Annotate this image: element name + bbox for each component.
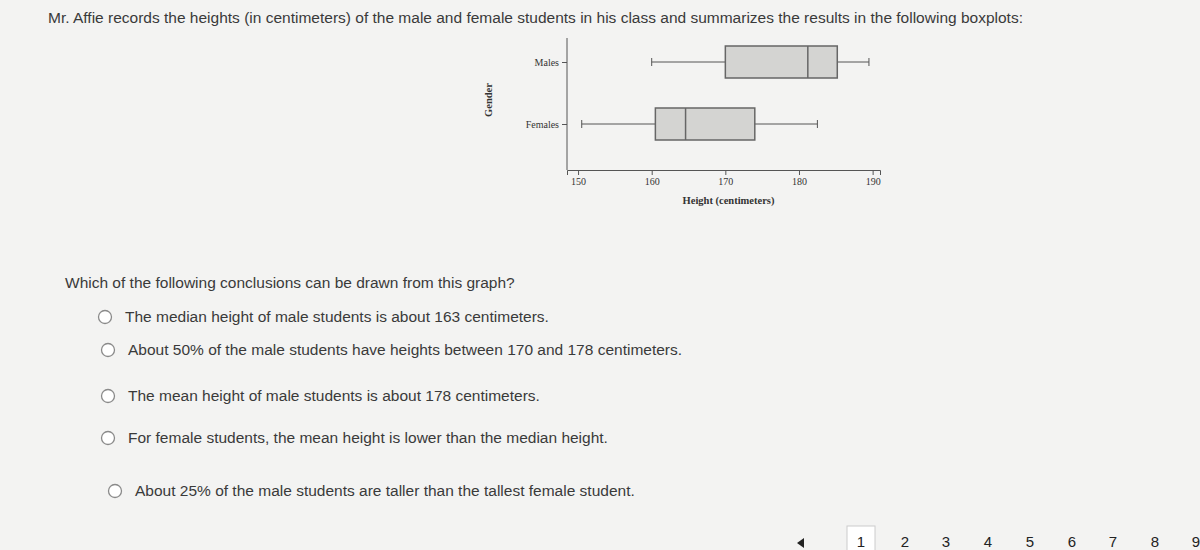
- y-tick-mark: [562, 62, 567, 63]
- page-highlight[interactable]: [847, 526, 875, 550]
- plot-marks: [582, 46, 869, 140]
- x-tick-mark: [652, 170, 653, 175]
- x-tick-mark: [725, 170, 726, 175]
- radio[interactable]: [109, 485, 122, 498]
- page: Mr. Affie records the heights (in centim…: [0, 0, 1200, 550]
- page-button[interactable]: 6: [1068, 533, 1076, 550]
- x-tick: 180: [792, 170, 807, 187]
- page-button[interactable]: 5: [1026, 533, 1034, 550]
- x-tick: 150: [571, 170, 586, 187]
- x-axis-line: [568, 171, 881, 176]
- page-number[interactable]: 6: [1068, 533, 1076, 550]
- page-number[interactable]: 4: [984, 533, 992, 550]
- y-axis-title: Gender: [483, 83, 494, 117]
- box: [725, 46, 837, 78]
- y-axis-line: [567, 38, 568, 170]
- x-tick-label: 190: [866, 176, 881, 187]
- radio[interactable]: [102, 344, 115, 357]
- option[interactable]: About 25% of the male students are talle…: [109, 482, 635, 499]
- x-tick-label: 170: [718, 176, 733, 187]
- radio[interactable]: [99, 311, 112, 324]
- box: [655, 108, 754, 140]
- whisker-low: [582, 124, 656, 125]
- option-text[interactable]: The mean height of male students is abou…: [128, 387, 540, 404]
- y-tick-label: Males: [535, 57, 560, 68]
- y-tick-label: Females: [526, 119, 559, 130]
- page-number[interactable]: 7: [1109, 533, 1117, 550]
- whisker-cap-min: [581, 120, 582, 128]
- x-axis: 150 160 170 180 190: [568, 170, 881, 187]
- x-tick-label: 160: [645, 176, 660, 187]
- page-button[interactable]: 9: [1192, 533, 1200, 550]
- box-group: [652, 46, 869, 78]
- option[interactable]: The mean height of male students is abou…: [102, 387, 540, 404]
- option[interactable]: For female students, the mean height is …: [102, 429, 608, 446]
- whisker-high: [755, 124, 818, 125]
- page-button[interactable]: 2: [901, 533, 909, 550]
- y-tick: Females: [526, 119, 567, 130]
- radio[interactable]: [102, 390, 115, 403]
- x-tick: 170: [718, 170, 733, 187]
- option-text[interactable]: About 50% of the male students have heig…: [128, 341, 682, 358]
- option[interactable]: About 50% of the male students have heig…: [102, 341, 683, 358]
- x-tick-mark: [873, 170, 874, 175]
- chart: 150 160 170 180 190 Height (centimeters) Males…: [483, 38, 881, 207]
- x-tick-mark: [578, 170, 579, 175]
- whisker-cap-max: [868, 58, 869, 66]
- option-text[interactable]: The median height of male students is ab…: [125, 308, 549, 325]
- page-button[interactable]: 3: [942, 533, 950, 550]
- page-number[interactable]: 3: [942, 533, 950, 550]
- page-number[interactable]: 2: [901, 533, 909, 550]
- whisker-cap-max: [817, 120, 818, 128]
- page-number[interactable]: 1: [857, 533, 865, 550]
- x-tick: 190: [866, 170, 881, 187]
- whisker-low: [652, 62, 726, 63]
- y-tick: Males: [535, 57, 567, 68]
- prompt: Which of the following conclusions can b…: [65, 274, 515, 291]
- y-axis: Males Females: [526, 57, 567, 130]
- whisker-cap-min: [651, 58, 652, 66]
- page-number[interactable]: 9: [1192, 533, 1200, 550]
- page-number[interactable]: 8: [1151, 533, 1159, 550]
- x-tick-label: 180: [792, 176, 807, 187]
- option-text[interactable]: For female students, the mean height is …: [128, 429, 608, 446]
- prev-arrow[interactable]: [797, 538, 804, 548]
- x-tick-label: 150: [571, 176, 586, 187]
- intro-text: Mr. Affie records the heights (in centim…: [48, 9, 1023, 26]
- x-tick: 160: [645, 170, 660, 187]
- page-button[interactable]: 4: [984, 533, 992, 550]
- x-axis-title: Height (centimeters): [683, 195, 775, 207]
- x-tick-mark: [799, 170, 800, 175]
- y-tick-mark: [562, 124, 567, 125]
- page-button[interactable]: 8: [1151, 533, 1159, 550]
- radio[interactable]: [102, 432, 115, 445]
- page-button[interactable]: 7: [1109, 533, 1117, 550]
- page-button[interactable]: 1: [847, 526, 875, 550]
- box-group: [582, 108, 818, 140]
- page-number[interactable]: 5: [1026, 533, 1034, 550]
- option-text[interactable]: About 25% of the male students are talle…: [135, 482, 635, 499]
- median-line: [685, 108, 687, 140]
- whisker-high: [837, 62, 869, 63]
- option[interactable]: The median height of male students is ab…: [99, 308, 549, 325]
- median-line: [807, 46, 809, 78]
